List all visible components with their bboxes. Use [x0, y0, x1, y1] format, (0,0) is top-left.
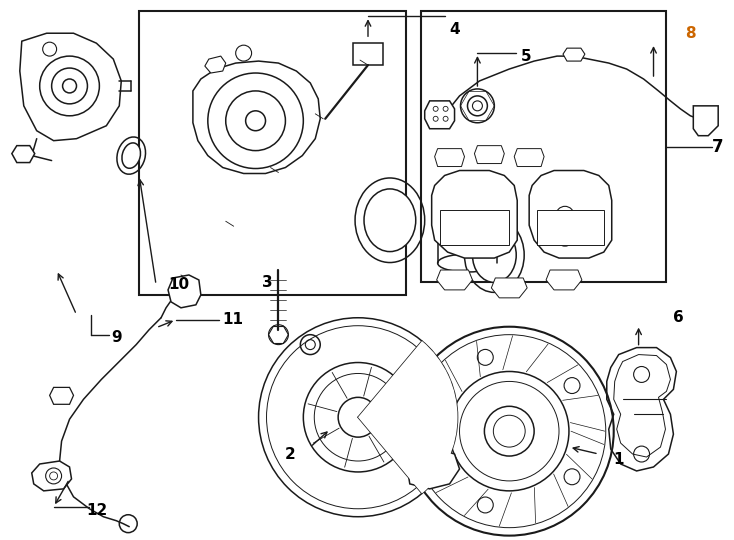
- Polygon shape: [546, 270, 582, 290]
- Ellipse shape: [437, 177, 498, 194]
- Ellipse shape: [446, 179, 490, 192]
- Polygon shape: [432, 171, 517, 258]
- Polygon shape: [607, 348, 677, 471]
- Text: 11: 11: [222, 312, 243, 327]
- Text: 12: 12: [87, 503, 108, 518]
- Ellipse shape: [122, 143, 140, 168]
- Polygon shape: [694, 106, 718, 136]
- Text: 9: 9: [111, 330, 122, 345]
- Wedge shape: [358, 341, 457, 494]
- Polygon shape: [205, 56, 226, 73]
- Ellipse shape: [473, 228, 516, 282]
- Text: 3: 3: [262, 275, 272, 291]
- Polygon shape: [168, 275, 201, 308]
- Polygon shape: [515, 148, 544, 166]
- Ellipse shape: [364, 189, 415, 252]
- Polygon shape: [408, 449, 459, 489]
- Polygon shape: [435, 148, 465, 166]
- Bar: [139, 11, 406, 295]
- Polygon shape: [32, 461, 71, 491]
- Polygon shape: [474, 146, 504, 164]
- Polygon shape: [440, 210, 509, 245]
- Text: 6: 6: [673, 310, 684, 325]
- Polygon shape: [491, 278, 527, 298]
- Text: 2: 2: [285, 447, 296, 462]
- Text: 10: 10: [168, 278, 189, 293]
- Text: 5: 5: [521, 49, 531, 64]
- Text: 1: 1: [614, 451, 624, 467]
- Polygon shape: [537, 210, 604, 245]
- Polygon shape: [563, 48, 585, 61]
- Text: 7: 7: [713, 138, 724, 156]
- Polygon shape: [529, 171, 611, 258]
- Polygon shape: [193, 61, 320, 173]
- Polygon shape: [425, 101, 454, 129]
- Bar: [353, 43, 383, 65]
- Polygon shape: [50, 387, 73, 404]
- Polygon shape: [437, 270, 473, 290]
- Text: 8: 8: [685, 26, 696, 40]
- Polygon shape: [20, 33, 121, 140]
- Bar: [421, 11, 666, 282]
- Text: 4: 4: [449, 22, 460, 37]
- Polygon shape: [12, 146, 34, 163]
